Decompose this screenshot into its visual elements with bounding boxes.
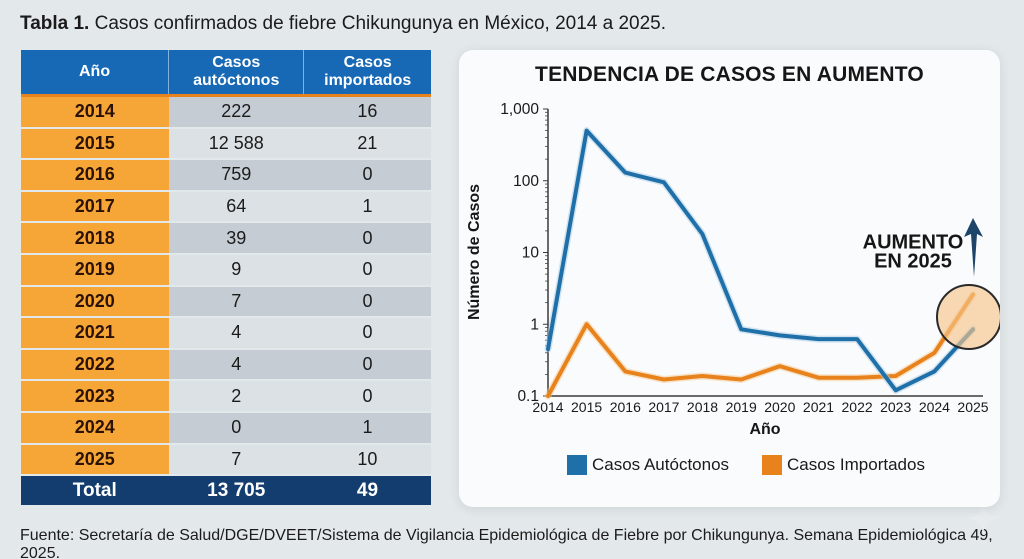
svg-text:2020: 2020 — [764, 399, 795, 415]
svg-text:2018: 2018 — [687, 399, 718, 415]
svg-text:Casos Importados: Casos Importados — [787, 455, 925, 474]
svg-text:2023: 2023 — [880, 399, 911, 415]
svg-text:2017: 2017 — [648, 399, 679, 415]
svg-text:Casos Autóctonos: Casos Autóctonos — [592, 455, 729, 474]
svg-text:2015: 2015 — [571, 399, 602, 415]
svg-text:2025: 2025 — [957, 399, 988, 415]
svg-text:Número de Casos: Número de Casos — [466, 184, 483, 320]
svg-text:2014: 2014 — [532, 399, 563, 415]
svg-text:100: 100 — [513, 173, 539, 190]
svg-text:2024: 2024 — [919, 399, 950, 415]
svg-text:2021: 2021 — [803, 399, 834, 415]
svg-text:EN 2025: EN 2025 — [874, 251, 952, 273]
svg-text:Año: Año — [749, 421, 780, 438]
svg-text:10: 10 — [522, 245, 540, 262]
svg-text:2019: 2019 — [726, 399, 757, 415]
svg-text:2016: 2016 — [610, 399, 641, 415]
svg-text:2022: 2022 — [842, 399, 873, 415]
svg-text:1,000: 1,000 — [500, 101, 539, 118]
svg-text:1: 1 — [530, 316, 539, 333]
